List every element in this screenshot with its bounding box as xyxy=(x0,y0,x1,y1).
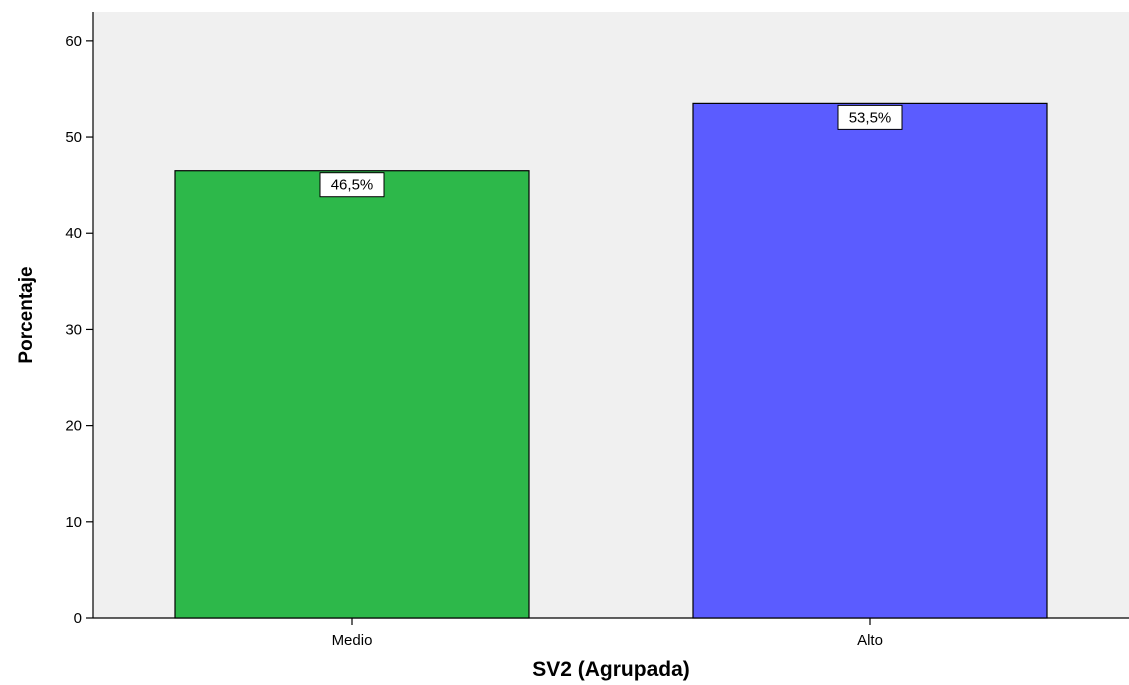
y-tick-label: 10 xyxy=(65,514,82,531)
y-tick-label: 60 xyxy=(65,33,82,50)
y-axis: 0 10 20 30 40 50 60 xyxy=(65,12,94,627)
y-axis-title: Porcentaje xyxy=(16,266,37,363)
bars: 46,5% 53,5% xyxy=(174,102,1048,619)
bar-alto xyxy=(692,102,1048,619)
y-tick-label: 0 xyxy=(74,610,82,627)
x-tick-label-medio: Medio xyxy=(332,632,373,649)
data-label-box xyxy=(837,104,903,130)
x-tick-label-alto: Alto xyxy=(857,632,883,649)
bar-medio xyxy=(174,170,530,619)
data-label-alto: 53,5% xyxy=(849,109,892,126)
x-axis: Medio Alto xyxy=(93,617,1129,649)
x-axis-title: SV2 (Agrupada) xyxy=(532,658,690,681)
y-tick-label: 50 xyxy=(65,129,82,146)
data-label-box xyxy=(319,172,385,198)
y-tick-label: 30 xyxy=(65,321,82,338)
y-tick-label: 20 xyxy=(65,418,82,435)
data-label-medio: 46,5% xyxy=(331,177,374,194)
y-tick-label: 40 xyxy=(65,225,82,242)
